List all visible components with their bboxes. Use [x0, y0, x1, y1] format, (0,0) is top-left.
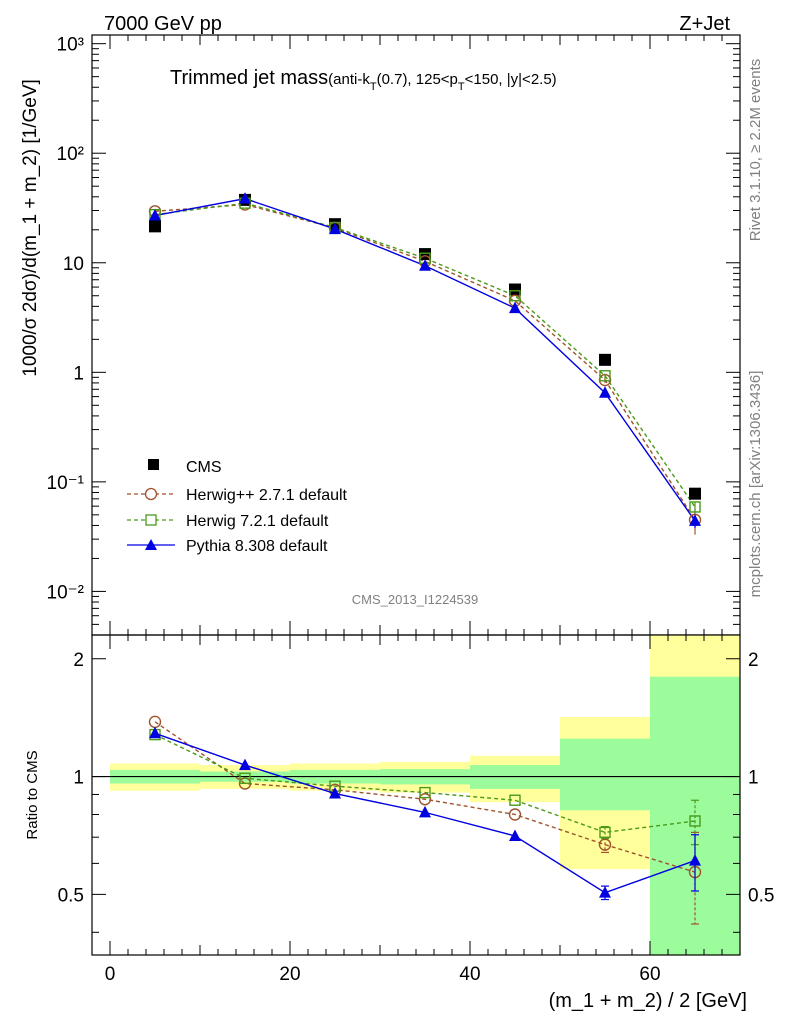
- ratio-point-pythia: [239, 758, 251, 771]
- main-point-pythia: [599, 386, 611, 398]
- ratio-point-herwigpp: [598, 838, 612, 851]
- legend-label-herwigpp: Herwig++ 2.7.1 default: [186, 487, 348, 504]
- legend-marker-cms: [148, 459, 159, 470]
- ratio-y-tick-label-left: 0.5: [58, 885, 84, 906]
- main-series-layer: [148, 192, 702, 535]
- ratio-y-tick-label-right: 0.5: [748, 885, 774, 906]
- main-y-tick-label: 1: [73, 363, 84, 384]
- header-left: 7000 GeV pp: [104, 13, 222, 35]
- ratio-point-pythia: [509, 829, 521, 841]
- main-y-tick-label: 10²: [57, 144, 84, 165]
- main-y-tick-label: 10: [63, 254, 84, 275]
- main-point-pythia: [509, 301, 521, 314]
- ratio-point-pythia: [149, 726, 161, 739]
- main-y-tick-label: 10⁻²: [47, 582, 85, 603]
- main-point-pythia: [689, 514, 701, 526]
- main-point-herwig7: [509, 290, 521, 302]
- main-point-pythia: [239, 192, 251, 204]
- rivet-version-label: Rivet 3.1.10, ≥ 2.2M events: [747, 59, 764, 242]
- main-y-axis-label: 1000/σ 2dσ)/d(m_1 + m_2) [1/GeV]: [20, 79, 41, 377]
- plot-title: Trimmed jet mass(anti-kT(0.7), 125<pT<15…: [170, 67, 557, 93]
- legend: CMS Herwig++ 2.7.1 default Herwig 7.2.1 …: [127, 459, 348, 555]
- plot-title-main: Trimmed jet mass: [170, 67, 328, 89]
- main-point-cms: [689, 487, 701, 500]
- legend-label-pythia: Pythia 8.308 default: [186, 538, 328, 555]
- ratio-point-pythia: [689, 854, 701, 866]
- main-axis-ticks: 10⁻² 10⁻¹ 1 10 10² 10³: [47, 35, 741, 636]
- ratio-point-herwig7: [599, 826, 611, 839]
- ratio-point-herwigpp: [418, 793, 432, 806]
- main-y-tick-label: 10³: [57, 35, 84, 56]
- ratio-y-tick-label-left: 1: [73, 768, 84, 789]
- ratio-point-herwig7: [509, 794, 521, 806]
- legend-label-herwig7: Herwig 7.2.1 default: [186, 513, 329, 530]
- ratio-series-layer: [148, 715, 702, 925]
- ratio-y-tick-label-right: 1: [748, 768, 759, 789]
- plot-title-sub-d: T: [458, 81, 465, 93]
- ratio-point-herwigpp: [508, 808, 522, 821]
- ratio-axis-ticks: 0.5 0.51 12 20 20 40 60: [58, 635, 774, 985]
- header-right: Z+Jet: [679, 13, 730, 35]
- plot-title-sub-a: (anti-k: [328, 71, 370, 88]
- main-point-herwig7: [689, 501, 701, 513]
- ratio-x-tick-label: 20: [279, 964, 300, 985]
- ratio-point-pythia: [599, 886, 611, 898]
- legend-label-cms: CMS: [186, 459, 222, 476]
- ratio-y-tick-label-right: 2: [748, 650, 759, 671]
- main-point-pythia: [149, 209, 161, 221]
- main-y-tick-label: 10⁻¹: [47, 473, 85, 494]
- plot-title-sub-b: T: [370, 81, 377, 93]
- main-point-cms: [149, 220, 161, 233]
- ratio-point-herwig7: [419, 786, 431, 799]
- ratio-point-pythia: [419, 805, 431, 818]
- ratio-y-tick-label-left: 2: [73, 650, 84, 671]
- main-point-pythia: [329, 222, 341, 235]
- ratio-point-herwig7: [689, 815, 701, 827]
- mcplots-label: mcplots.cern.ch [arXiv:1306.3436]: [747, 371, 764, 598]
- main-point-herwig7: [599, 370, 611, 382]
- plot-title-sub-e: <150, |y|<2.5): [465, 71, 557, 88]
- legend-marker-pythia: [145, 539, 157, 550]
- main-point-cms: [599, 353, 611, 366]
- x-axis-label: (m_1 + m_2) / 2 [GeV]: [549, 990, 747, 1012]
- main-series-line-pythia: [154, 197, 696, 522]
- ratio-series-line-herwig7: [154, 733, 696, 834]
- main-point-pythia: [419, 259, 431, 271]
- main-point-cms: [509, 283, 521, 296]
- ratio-point-herwig7: [239, 772, 251, 784]
- ratio-band-green: [560, 738, 650, 811]
- ratio-y-axis-label: Ratio to CMS: [24, 750, 41, 839]
- legend-marker-herwig7: [145, 514, 157, 526]
- ratio-x-tick-label: 60: [639, 964, 660, 985]
- ratio-point-pythia: [329, 787, 341, 799]
- ratio-uncertainty-bands: [110, 635, 740, 955]
- legend-marker-herwigpp: [144, 487, 158, 501]
- analysis-id: CMS_2013_I1224539: [352, 592, 479, 607]
- ratio-x-tick-label: 40: [459, 964, 480, 985]
- plot-title-sub-c: (0.7), 125<p: [377, 71, 458, 88]
- ratio-x-tick-label: 0: [105, 964, 116, 985]
